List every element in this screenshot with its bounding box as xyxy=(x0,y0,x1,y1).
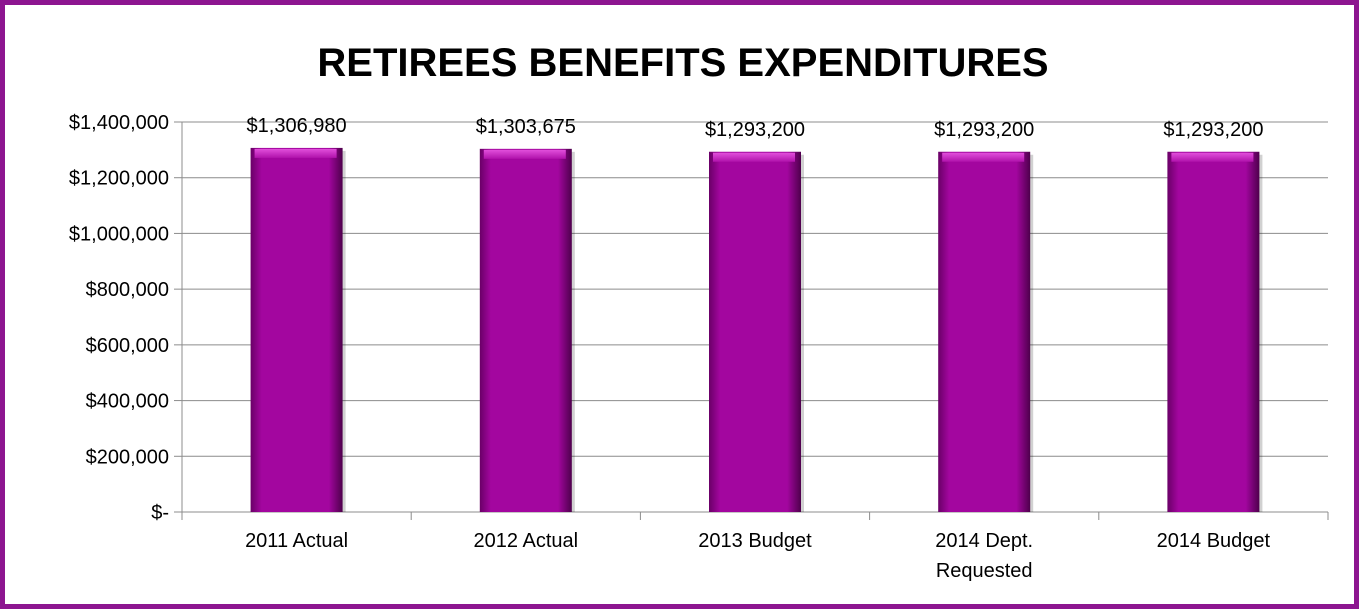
bar-body xyxy=(250,147,343,512)
bar-body xyxy=(938,151,1031,512)
bars xyxy=(250,147,1263,513)
bar-cap xyxy=(942,152,1025,162)
x-tick-label: 2012 Actual xyxy=(474,530,579,552)
bar xyxy=(479,148,575,513)
bar-body xyxy=(709,151,801,512)
y-tick-label: $600,000 xyxy=(86,335,169,357)
bar-body xyxy=(1167,151,1260,512)
y-tick-label: $1,400,000 xyxy=(69,112,169,134)
y-tick-label: $- xyxy=(151,502,169,524)
bar xyxy=(1167,151,1263,512)
data-label: $1,293,200 xyxy=(934,119,1034,141)
data-label: $1,293,200 xyxy=(705,119,805,141)
labels: $- $200,000 $400,000 $600,000 $800,000 $1,000… xyxy=(69,112,1271,582)
y-tick-label: $400,000 xyxy=(86,391,169,413)
chart-title: RETIREES BENEFITS EXPENDITURES xyxy=(317,41,1048,85)
bar-cap xyxy=(1171,152,1254,162)
data-label: $1,303,675 xyxy=(476,116,576,138)
x-tick-label: 2011 Actual xyxy=(245,530,348,552)
bar xyxy=(938,151,1034,512)
bar-chart: RETIREES BENEFITS EXPENDITURES $- $200,00… xyxy=(69,41,1329,582)
y-tick-label: $1,000,000 xyxy=(69,223,169,245)
x-tick-label: 2014 Dept. Requested xyxy=(935,530,1033,582)
y-tick-label: $800,000 xyxy=(86,279,169,301)
bar-body xyxy=(479,148,572,513)
bar-cap xyxy=(483,149,566,159)
x-tick-label: 2014 Budget xyxy=(1157,530,1271,552)
data-label: $1,306,980 xyxy=(247,115,347,137)
bar xyxy=(250,147,346,512)
data-label: $1,293,200 xyxy=(1163,119,1263,141)
y-tick-label: $200,000 xyxy=(86,446,169,468)
x-tick-label: 2013 Budget xyxy=(698,530,812,552)
bar-cap xyxy=(254,148,337,158)
y-tick-label: $1,200,000 xyxy=(69,168,169,190)
bar xyxy=(709,151,804,512)
bar-cap xyxy=(713,152,795,162)
